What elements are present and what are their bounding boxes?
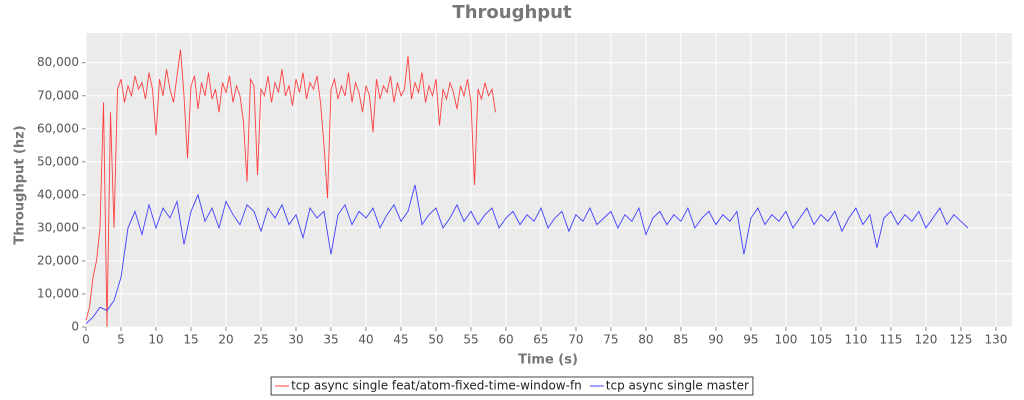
x-tick-label: 130 <box>984 333 1007 347</box>
y-tick-label: 60,000 <box>37 121 79 135</box>
chart-title: Throughput <box>452 2 572 23</box>
x-tick-label: 70 <box>568 333 583 347</box>
x-tick-label: 100 <box>774 333 797 347</box>
x-tick-label: 125 <box>949 333 972 347</box>
x-tick-label: 95 <box>743 333 758 347</box>
x-tick-label: 20 <box>218 333 233 347</box>
x-tick-label: 30 <box>288 333 303 347</box>
y-tick-label: 40,000 <box>37 187 79 201</box>
x-tick-label: 10 <box>148 333 163 347</box>
y-axis-label: Throughput (hz) <box>13 125 28 244</box>
data-line <box>85 184 969 325</box>
x-tick-label: 5 <box>117 333 125 347</box>
x-tick-label: 65 <box>533 333 548 347</box>
legend-label: tcp async single feat/atom-fixed-time-wi… <box>291 379 582 393</box>
x-tick-label: 85 <box>673 333 688 347</box>
x-tick-label: 115 <box>879 333 902 347</box>
y-tick-label: 30,000 <box>37 220 79 234</box>
legend: tcp async single feat/atom-fixed-time-wi… <box>270 376 754 396</box>
y-tick-label: 0 <box>71 320 79 334</box>
x-tick-label: 35 <box>323 333 338 347</box>
x-tick-label: 75 <box>603 333 618 347</box>
x-tick-label: 55 <box>463 333 478 347</box>
x-tick-label: 110 <box>844 333 867 347</box>
y-tick-label: 80,000 <box>37 55 79 69</box>
x-tick-label: 0 <box>82 333 90 347</box>
plot-area <box>86 33 1012 327</box>
data-line <box>85 49 496 328</box>
x-tick-label: 25 <box>253 333 268 347</box>
x-tick-label: 120 <box>914 333 937 347</box>
x-axis-label: Time (s) <box>518 353 578 368</box>
x-tick-label: 105 <box>809 333 832 347</box>
legend-label: tcp async single master <box>606 379 749 393</box>
x-tick-label: 45 <box>393 333 408 347</box>
x-tick-label: 40 <box>358 333 373 347</box>
legend-box <box>270 376 754 396</box>
x-tick-label: 60 <box>498 333 513 347</box>
y-tick-label: 20,000 <box>37 253 79 267</box>
y-tick-label: 50,000 <box>37 154 79 168</box>
x-tick-label: 15 <box>183 333 198 347</box>
x-tick-label: 80 <box>638 333 653 347</box>
y-tick-label: 70,000 <box>37 88 79 102</box>
y-tick-label: 10,000 <box>37 286 79 300</box>
x-tick-label: 50 <box>428 333 443 347</box>
x-tick-label: 90 <box>708 333 723 347</box>
